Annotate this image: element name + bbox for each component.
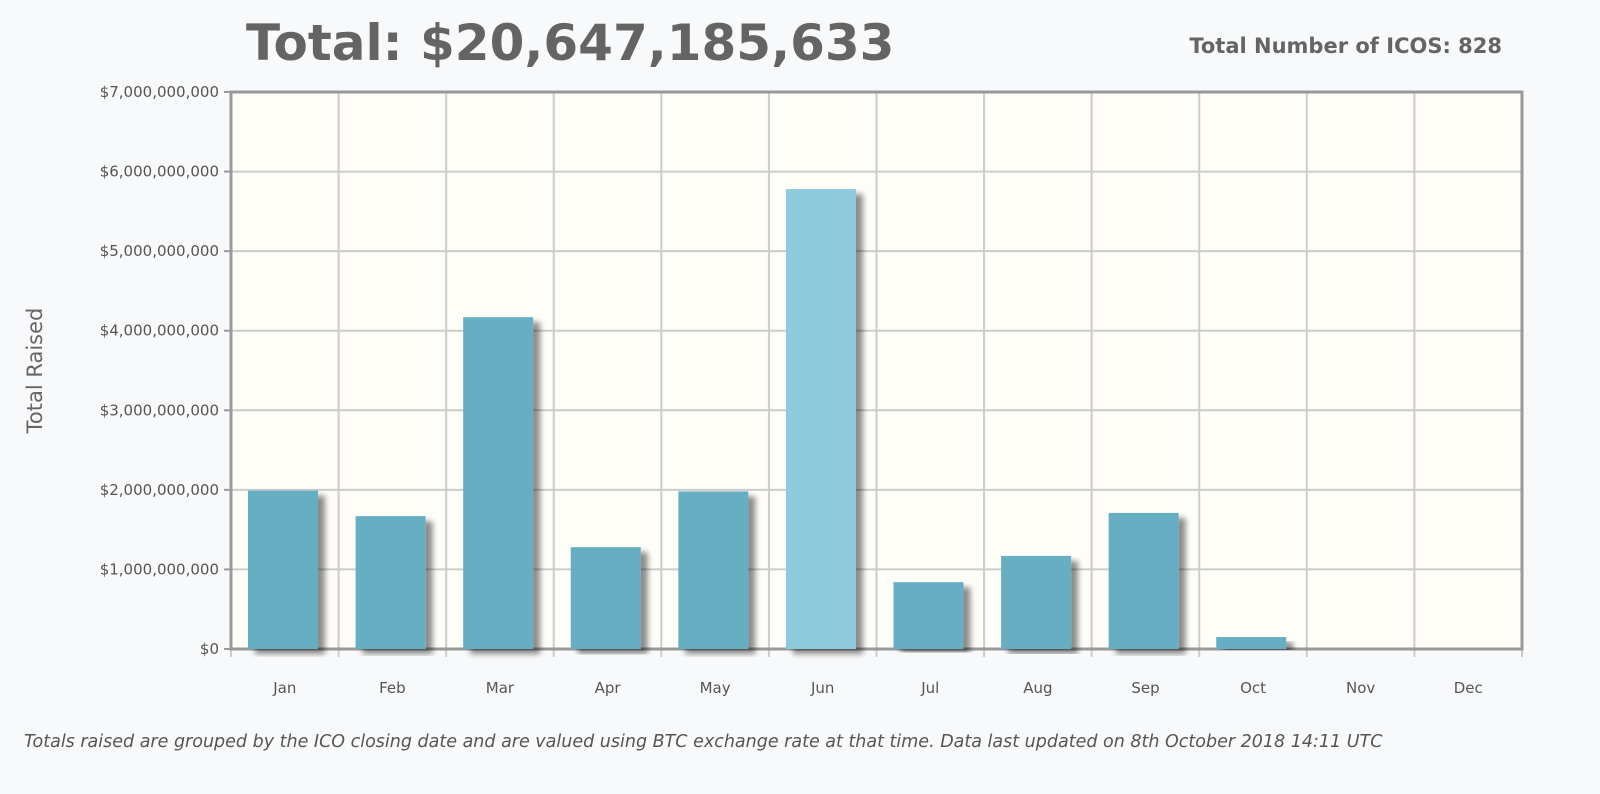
x-tick-label: Aug <box>1023 679 1052 697</box>
y-tick-label: $4,000,000,000 <box>100 322 219 340</box>
bar-jul <box>893 582 964 649</box>
bar-apr <box>570 547 641 649</box>
bar-oct <box>1216 637 1287 649</box>
ico-count: Total Number of ICOS: 828 <box>1189 34 1502 58</box>
x-tick-label: Mar <box>486 679 515 697</box>
bar-jan <box>248 490 318 649</box>
y-tick-label: $3,000,000,000 <box>100 401 219 419</box>
x-tick-label: Jun <box>810 679 834 697</box>
y-tick-label: $0 <box>200 640 219 658</box>
bar-mar <box>463 317 534 649</box>
y-tick-label: $6,000,000,000 <box>100 163 219 181</box>
x-tick-label: Jul <box>920 679 939 697</box>
bar-may <box>678 491 749 649</box>
footnote: Totals raised are grouped by the ICO clo… <box>24 732 1383 752</box>
y-tick-label: $7,000,000,000 <box>100 83 219 101</box>
y-tick-label: $5,000,000,000 <box>100 242 219 260</box>
x-tick-label: Apr <box>595 679 622 697</box>
bar-feb <box>355 516 426 649</box>
x-tick-label: May <box>700 679 731 697</box>
x-tick-label: Nov <box>1346 679 1375 697</box>
x-tick-label: Oct <box>1240 679 1266 697</box>
plot-border <box>229 90 1524 651</box>
x-tick-label: Feb <box>379 679 406 697</box>
y-tick-label: $2,000,000,000 <box>100 481 219 499</box>
total-raised-title: Total: $20,647,185,633 <box>246 14 895 72</box>
y-axis-label: Total Raised <box>23 308 47 435</box>
x-tick-label: Jan <box>272 679 296 697</box>
x-tick-label: Dec <box>1454 679 1483 697</box>
x-tick-label: Sep <box>1131 679 1159 697</box>
bar-aug <box>1001 555 1072 649</box>
bar-sep <box>1108 512 1179 649</box>
bar-jun <box>785 189 856 649</box>
y-tick-label: $1,000,000,000 <box>100 560 219 578</box>
